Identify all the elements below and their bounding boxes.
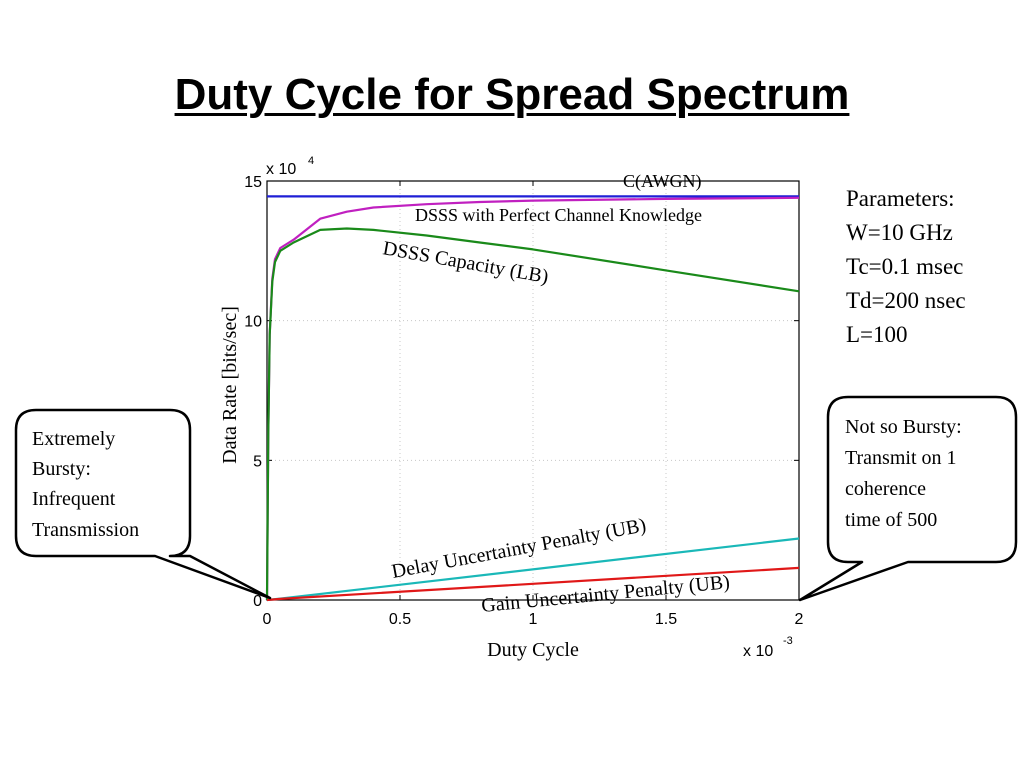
x-tick-label: 1 [529,611,538,628]
x-tick-label: 2 [795,611,804,628]
y-tick-label: 15 [244,174,262,191]
callout-left-text: Extremely Bursty: Infrequent Transmissio… [32,428,139,541]
parameters-heading: Parameters: [846,186,955,211]
slide-title: Duty Cycle for Spread Spectrum [174,70,850,119]
parameters-block: Parameters: W=10 GHz Tc=0.1 msec Td=200 … [846,182,966,352]
parameter-l: L=100 [846,322,908,347]
axes: 0 0.5 1 1.5 2 0 5 10 15 [244,174,803,628]
y-tick-label: 10 [244,314,262,331]
series-gain-penalty [266,566,800,602]
callout-left-bubble [14,408,272,600]
series-dsss-capacity [265,227,800,601]
label-dsss-capacity: DSSS Capacity (LB) [381,237,550,288]
y-multiplier: x 10 [266,161,296,178]
y-tick-label: 5 [253,453,262,470]
y-tick-label: 0 [253,593,262,610]
callout-right-text: Not so Bursty: Transmit on 1 coherence t… [845,416,967,531]
series-lines [265,195,800,602]
x-tick-label: 0 [263,611,272,628]
parameter-w: W=10 GHz [846,220,953,245]
x-multiplier: x 10 [743,643,773,660]
label-dsss-perfect: DSSS with Perfect Channel Knowledge [415,205,702,225]
x-tick-label: 1.5 [655,611,677,628]
parameter-tc: Tc=0.1 msec [846,254,964,279]
x-tick-label: 0.5 [389,611,411,628]
label-gain-penalty: Gain Uncertainty Penalty (UB) [480,571,730,617]
y-axis-label: Data Rate [bits/sec] [219,306,241,464]
y-multiplier-exponent: 4 [308,155,314,167]
x-multiplier-exponent: -3 [783,635,793,647]
grid [267,181,799,600]
label-c-awgn: C(AWGN) [623,171,702,192]
callout-right-bubble [798,395,1018,602]
parameter-td: Td=200 nsec [846,288,966,313]
label-delay-penalty: Delay Uncertainty Penalty (UB) [390,514,648,583]
x-axis-label: Duty Cycle [487,639,579,661]
